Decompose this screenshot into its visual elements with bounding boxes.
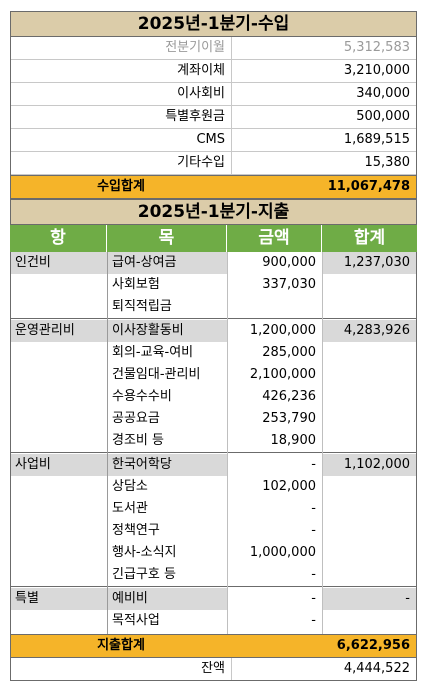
expense-group: 특별 - 예비비 - 목적사업 -: [11, 588, 416, 634]
income-row: 계좌이체 3,210,000: [11, 60, 416, 83]
item-amount: 426,236: [262, 389, 316, 404]
expense-title: 2025년-1분기-지출: [10, 199, 417, 225]
income-label: 이사회비: [177, 86, 225, 101]
item-amount: 1,000,000: [249, 545, 316, 560]
item-amount: [228, 296, 322, 318]
item-mok: 수용수수비: [112, 389, 172, 404]
balance-value: 4,444,522: [231, 658, 416, 680]
column-divider: [227, 252, 228, 634]
expense-total-value: 6,622,956: [336, 638, 410, 653]
group-name: 인건비: [11, 252, 107, 274]
expense-header-row: 항 목 금액 합계: [10, 225, 417, 252]
column-divider: [107, 252, 108, 634]
income-row: CMS 1,689,515: [11, 129, 416, 152]
income-total-row: 수입합계 11,067,478: [10, 175, 417, 199]
income-total-value: 11,067,478: [327, 179, 410, 194]
item-amount: 102,000: [262, 479, 316, 494]
income-title: 2025년-1분기-수입: [10, 11, 417, 37]
item-mok: 행사-소식지: [112, 545, 177, 560]
income-value: 340,000: [231, 83, 416, 105]
item-amount: -: [311, 567, 316, 582]
income-label: 기타수입: [177, 155, 225, 170]
expense-total-label: 지출합계: [97, 638, 145, 653]
item-amount: 18,900: [270, 433, 317, 448]
income-row: 이사회비 340,000: [11, 83, 416, 106]
item-amount: -: [311, 501, 316, 516]
item-amount: -: [311, 591, 316, 606]
item-mok: 사회보험: [112, 277, 160, 292]
item-mok: 예비비: [108, 588, 227, 610]
group-sum: 1,237,030: [322, 252, 416, 274]
group-name: 특별: [11, 588, 107, 610]
item-mok: 한국어학당: [108, 454, 227, 476]
income-total-label: 수입합계: [97, 179, 145, 194]
expense-group: 사업비 1,102,000 한국어학당 - 상담소 102,000 도서관 - …: [11, 454, 416, 587]
expense-table: 인건비 1,237,030 급여-상여금 900,000 사회보험 337,03…: [10, 252, 417, 634]
column-divider: [322, 252, 323, 634]
income-value: 3,210,000: [231, 60, 416, 82]
item-amount: -: [311, 523, 316, 538]
item-amount: 1,200,000: [249, 323, 316, 338]
item-amount: 900,000: [262, 255, 316, 270]
group-name: 운영관리비: [11, 320, 107, 342]
income-label: CMS: [196, 132, 225, 147]
group-name: 사업비: [11, 454, 107, 476]
income-value: 5,312,583: [231, 37, 416, 59]
item-mok: 목적사업: [112, 613, 160, 628]
item-mok: 건물임대-관리비: [112, 367, 201, 382]
item-mok: 상담소: [112, 479, 148, 494]
item-mok: 경조비 등: [112, 433, 164, 448]
item-amount: 285,000: [262, 345, 316, 360]
item-mok: 급여-상여금: [108, 252, 227, 274]
balance-row: 잔액 4,444,522: [10, 658, 417, 681]
item-amount: 253,790: [262, 411, 316, 426]
income-value: 500,000: [231, 106, 416, 128]
item-mok: 정책연구: [112, 523, 160, 538]
expense-group: 인건비 1,237,030 급여-상여금 900,000 사회보험 337,03…: [11, 252, 416, 319]
income-table: 전분기이월 5,312,583 계좌이체 3,210,000 이사회비 340,…: [10, 37, 417, 175]
item-mok: 도서관: [112, 501, 148, 516]
balance-label: 잔액: [201, 661, 225, 676]
income-value: 15,380: [231, 152, 416, 174]
expense-total-row: 지출합계 6,622,956: [10, 634, 417, 658]
item-amount: 2,100,000: [249, 367, 316, 382]
income-row: 기타수입 15,380: [11, 152, 416, 175]
group-sum: -: [322, 588, 416, 610]
expense-group: 운영관리비 4,283,926 이사장활동비 1,200,000 회의-교육-여…: [11, 320, 416, 453]
item-mok: 이사장활동비: [108, 320, 227, 342]
item-mok: 퇴직적립금: [112, 299, 172, 314]
header-amount: 금액: [227, 225, 322, 252]
header-mok: 목: [107, 225, 227, 252]
item-mok: 공공요금: [112, 411, 160, 426]
income-row: 특별후원금 500,000: [11, 106, 416, 129]
header-hang: 항: [10, 225, 107, 252]
item-amount: -: [311, 613, 316, 628]
item-mok: 긴급구호 등: [112, 567, 176, 582]
income-row: 전분기이월 5,312,583: [11, 37, 416, 60]
group-sum: 1,102,000: [322, 454, 416, 476]
income-label: 전분기이월: [165, 40, 225, 55]
item-mok: 회의-교육-여비: [112, 345, 194, 360]
income-label: 특별후원금: [165, 109, 225, 124]
header-sum: 합계: [353, 228, 386, 248]
group-sum: 4,283,926: [322, 320, 416, 342]
income-label: 계좌이체: [177, 63, 225, 78]
item-amount: -: [311, 457, 316, 472]
item-amount: 337,030: [262, 277, 316, 292]
income-value: 1,689,515: [231, 129, 416, 151]
